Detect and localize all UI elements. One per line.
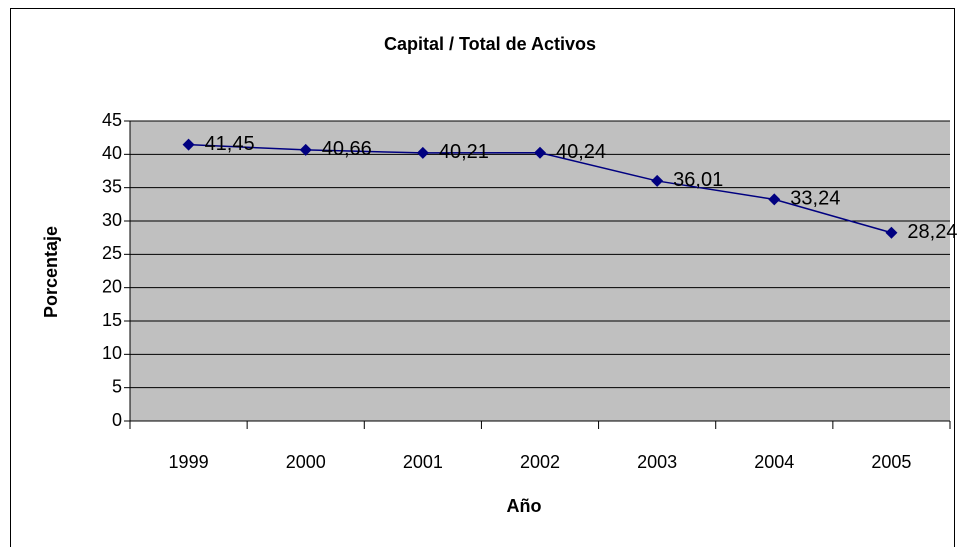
data-label: 28,24 [907,221,957,243]
x-tick-label: 2003 [637,452,677,472]
y-axis-label: Porcentaje [41,226,61,318]
data-label: 36,01 [673,169,723,191]
x-tick-label: 2004 [754,452,794,472]
x-tick-label: 2002 [520,452,560,472]
data-label: 40,21 [439,141,489,163]
x-tick-label: 1999 [169,452,209,472]
marker [299,143,312,156]
y-tick-label: 10 [102,343,122,363]
y-tick-label: 25 [102,243,122,263]
x-tick-label: 2005 [871,452,911,472]
marker [416,146,429,159]
x-axis-label: Año [507,496,542,516]
marker [885,226,898,239]
y-tick-label: 20 [102,276,122,296]
data-label: 40,66 [322,138,372,160]
x-tick-label: 2001 [403,452,443,472]
y-tick-label: 15 [102,310,122,330]
marker [182,138,195,151]
y-tick-label: 30 [102,210,122,230]
marker [768,193,781,206]
data-label: 41,45 [205,133,255,155]
y-tick-label: 0 [112,410,122,430]
marker [534,146,546,159]
y-tick-label: 40 [102,143,122,163]
marker [651,174,664,187]
y-tick-label: 5 [112,376,122,396]
y-tick-label: 35 [102,176,122,196]
data-label: 33,24 [790,188,840,210]
plot-area [130,121,950,421]
y-tick-label: 45 [102,110,122,130]
data-label: 40,24 [556,141,606,163]
x-tick-label: 2000 [286,452,326,472]
chart-title: Capital / Total de Activos [384,34,596,54]
